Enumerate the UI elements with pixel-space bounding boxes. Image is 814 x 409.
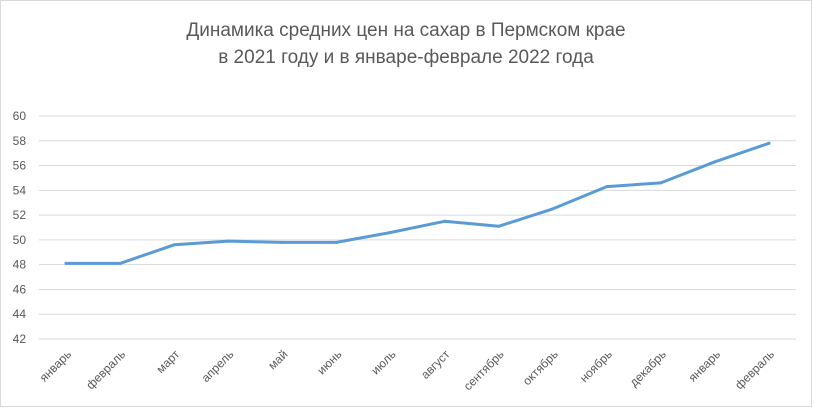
x-tick-label: ноябрь — [577, 347, 615, 385]
data-point — [334, 240, 338, 244]
data-point — [388, 230, 392, 234]
y-tick-label: 44 — [13, 307, 27, 321]
x-tick-label: май — [265, 347, 290, 372]
x-tick-label: апрель — [199, 347, 237, 385]
x-tick-label: август — [418, 347, 453, 382]
data-point — [226, 239, 230, 243]
x-tick-label: январь — [686, 347, 723, 384]
chart-title-line-1: Динамика средних цен на сахар в Пермском… — [186, 20, 626, 41]
y-tick-label: 54 — [13, 183, 27, 197]
data-point — [118, 261, 122, 265]
y-tick-label: 52 — [13, 208, 27, 222]
x-tick-label: февраль — [83, 347, 128, 392]
data-point — [659, 181, 663, 185]
data-point — [551, 207, 555, 211]
data-point — [713, 160, 717, 164]
chart-title-line-2: в 2021 году и в январе-феврале 2022 года — [218, 47, 594, 68]
y-tick-label: 48 — [13, 258, 27, 272]
data-point — [280, 240, 284, 244]
y-tick-label: 46 — [13, 282, 27, 296]
y-tick-label: 60 — [13, 109, 27, 123]
data-point — [172, 243, 176, 247]
data-point — [497, 224, 501, 228]
y-tick-label: 58 — [13, 134, 27, 148]
data-point — [605, 185, 609, 189]
x-tick-label: февраль — [732, 347, 777, 392]
y-tick-label: 56 — [13, 159, 27, 173]
data-point — [443, 219, 447, 223]
data-point — [64, 261, 68, 265]
x-tick-label: март — [153, 347, 182, 376]
y-tick-label: 50 — [13, 233, 27, 247]
y-tick-label: 42 — [13, 332, 27, 346]
series-line — [64, 141, 771, 265]
data-point — [767, 141, 771, 145]
x-tick-label: июль — [368, 347, 398, 377]
x-tick-label: сентябрь — [461, 347, 507, 393]
x-tick-label: июнь — [314, 347, 344, 377]
chart-title: Динамика средних цен на сахар в Пермском… — [1, 17, 811, 71]
x-tick-label: январь — [37, 347, 74, 384]
x-tick-label: октябрь — [520, 347, 561, 388]
x-tick-label: декабрь — [627, 347, 669, 389]
